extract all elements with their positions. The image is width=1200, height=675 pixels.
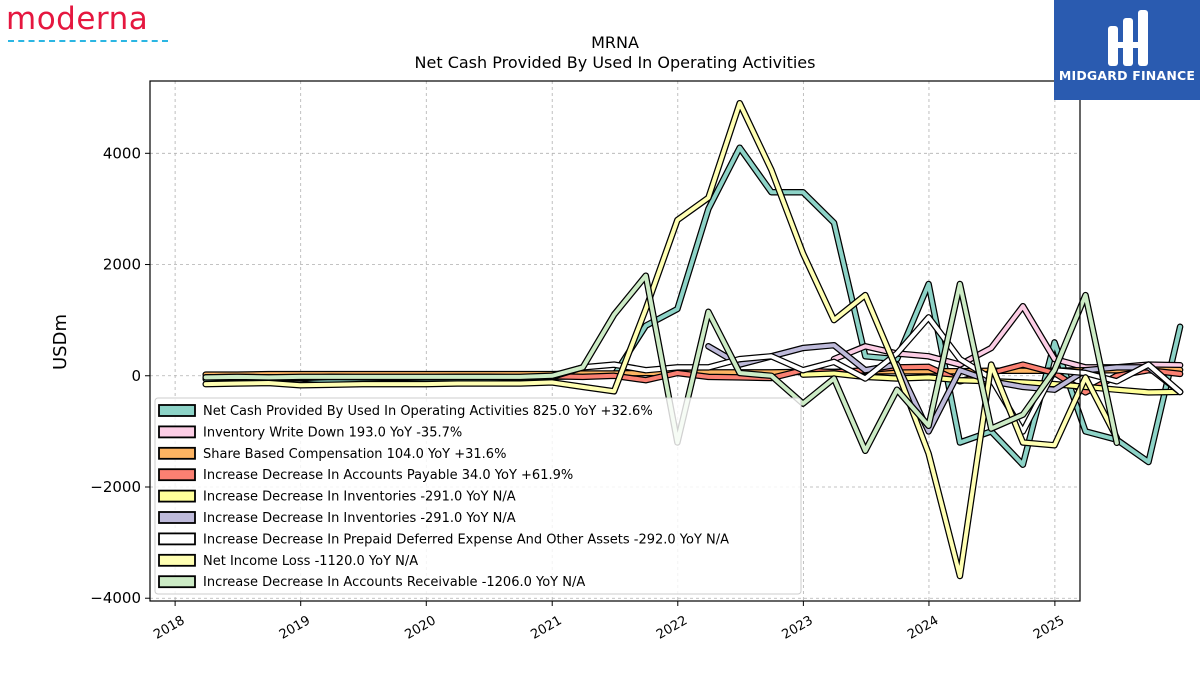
legend-swatch bbox=[158, 511, 196, 524]
moderna-logo: moderna bbox=[6, 2, 168, 46]
midgard-finance-text: MIDGARD FINANCE bbox=[1058, 68, 1196, 83]
chart-subtitle: Net Cash Provided By Used In Operating A… bbox=[415, 53, 816, 72]
plot-frame bbox=[149, 80, 1081, 602]
legend-swatch bbox=[158, 532, 196, 546]
legend-swatch bbox=[158, 425, 196, 439]
legend-swatch bbox=[158, 468, 196, 482]
y-tick-label: 4000 bbox=[103, 144, 141, 162]
legend-label: Share Based Compensation 104.0 YoY +31.6… bbox=[203, 447, 506, 462]
x-tick-label: 2022 bbox=[654, 613, 690, 643]
x-tick-label: 2019 bbox=[277, 613, 313, 643]
series-line bbox=[203, 101, 1119, 578]
legend-label: Increase Decrease In Inventories -291.0 … bbox=[203, 511, 516, 526]
y-tick-label: −2000 bbox=[90, 478, 141, 496]
legend-label: Increase Decrease In Accounts Payable 34… bbox=[203, 468, 573, 483]
y-tick-label: 0 bbox=[131, 367, 141, 385]
legend-label: Inventory Write Down 193.0 YoY -35.7% bbox=[203, 425, 462, 440]
legend-swatch bbox=[158, 489, 196, 503]
moderna-logo-underline bbox=[8, 40, 168, 42]
legend-swatch bbox=[158, 404, 196, 417]
y-axis-label: USDm bbox=[50, 314, 71, 370]
x-tick-label: 2025 bbox=[1031, 613, 1067, 643]
midgard-finance-logo: MIDGARD FINANCE bbox=[1054, 0, 1200, 100]
legend-swatch bbox=[158, 575, 196, 589]
x-tick-label: 2018 bbox=[151, 613, 187, 643]
legend-label: Net Income Loss -1120.0 YoY N/A bbox=[203, 554, 418, 569]
legend-label: Increase Decrease In Accounts Receivable… bbox=[203, 575, 585, 590]
series-layer bbox=[202, 99, 1184, 580]
moderna-logo-text: moderna bbox=[6, 1, 149, 37]
y-tick-label: −4000 bbox=[90, 589, 141, 607]
legend-label: Net Cash Provided By Used In Operating A… bbox=[203, 404, 653, 419]
series-line bbox=[203, 273, 1119, 453]
legend-swatch bbox=[158, 446, 196, 460]
legend-box bbox=[154, 397, 802, 595]
legend-label: Increase Decrease In Prepaid Deferred Ex… bbox=[203, 532, 729, 547]
chart-title: MRNA bbox=[591, 33, 639, 52]
legend-swatch bbox=[158, 553, 196, 567]
x-tick-label: 2021 bbox=[528, 613, 564, 643]
x-tick-label: 2024 bbox=[905, 613, 941, 643]
legend: Net Cash Provided By Used In Operating A… bbox=[154, 397, 802, 595]
midgard-mark-icon bbox=[1108, 10, 1148, 66]
x-tick-label: 2023 bbox=[780, 613, 816, 643]
x-tick-label: 2020 bbox=[402, 613, 438, 643]
legend-label: Increase Decrease In Inventories -291.0 … bbox=[203, 490, 516, 505]
y-tick-label: 2000 bbox=[103, 256, 141, 274]
